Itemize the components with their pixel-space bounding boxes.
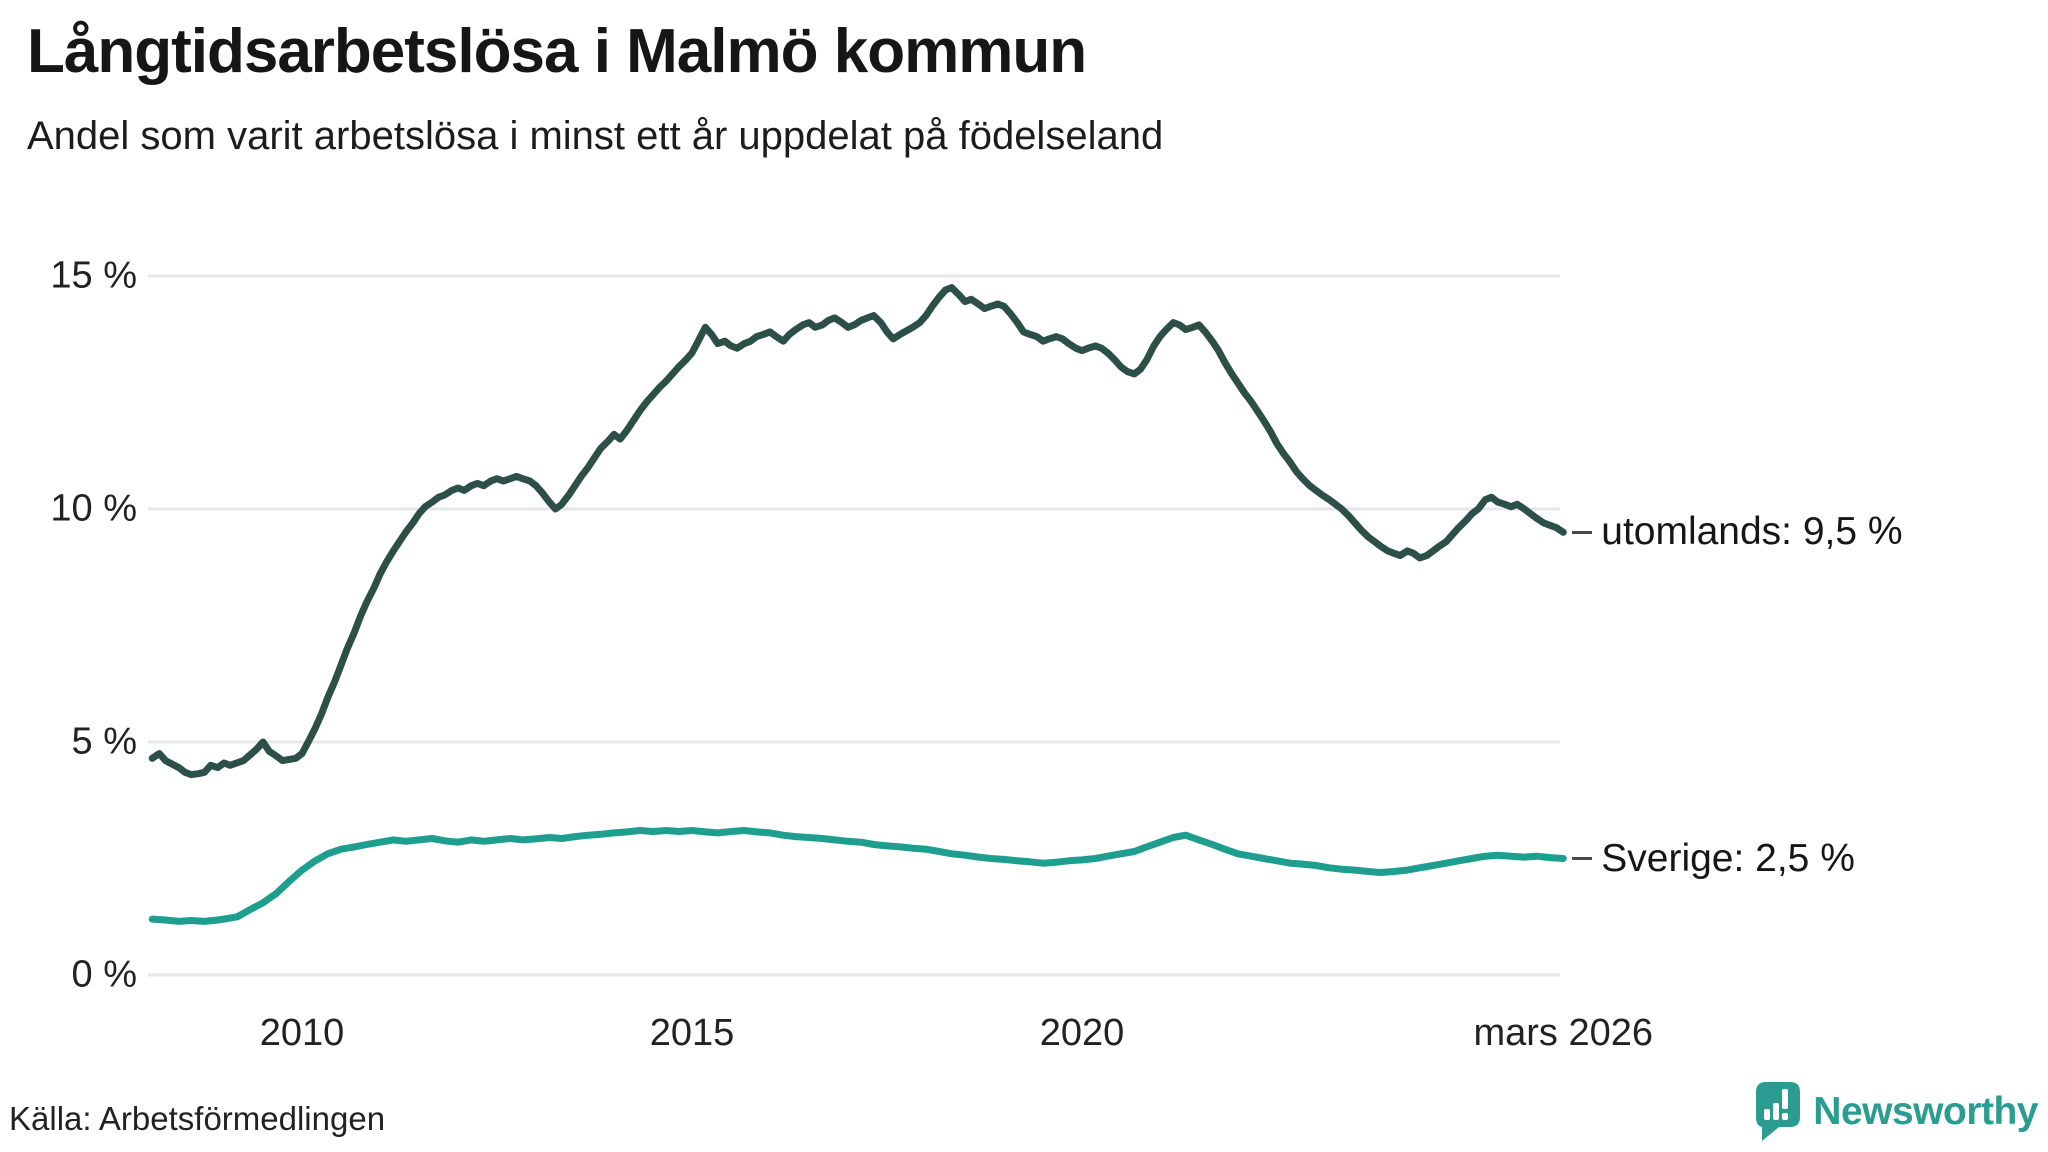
label-connector-dash bbox=[1572, 857, 1593, 860]
series-label-text: Sverige: 2,5 % bbox=[1601, 836, 1855, 880]
series-line-sverige bbox=[148, 827, 1567, 925]
label-connector-dash bbox=[1572, 530, 1593, 534]
page-title: Långtidsarbetslösa i Malmö kommun bbox=[27, 17, 1087, 86]
series-line-utomlands bbox=[148, 284, 1567, 779]
source-note: Källa: Arbetsförmedlingen bbox=[9, 1100, 386, 1137]
newsworthy-wordmark: Newsworthy bbox=[1813, 1090, 2038, 1133]
x-tick-label-1: 2015 bbox=[649, 1012, 735, 1054]
newsworthy-brand: Newsworthy bbox=[1755, 1082, 2038, 1142]
page-subtitle: Andel som varit arbetslösa i minst ett å… bbox=[27, 114, 1164, 158]
y-tick-label-2: 10 % bbox=[50, 487, 137, 530]
series-label-utomlands: utomlands: 9,5 % bbox=[1572, 510, 1903, 554]
y-tick-label-1: 5 % bbox=[71, 720, 137, 763]
newsworthy-logo-icon bbox=[1756, 1082, 1801, 1141]
series-label-text: utomlands: 9,5 % bbox=[1601, 510, 1903, 554]
x-tick-label-0: 2010 bbox=[259, 1012, 345, 1054]
series-label-sverige: Sverige: 2,5 % bbox=[1572, 837, 1855, 881]
y-tick-label-0: 0 % bbox=[71, 953, 137, 996]
x-tick-label-2: 2020 bbox=[1039, 1012, 1125, 1054]
y-tick-label-3: 15 % bbox=[50, 254, 137, 297]
x-tick-label-3: mars 2026 bbox=[1473, 1012, 1654, 1054]
